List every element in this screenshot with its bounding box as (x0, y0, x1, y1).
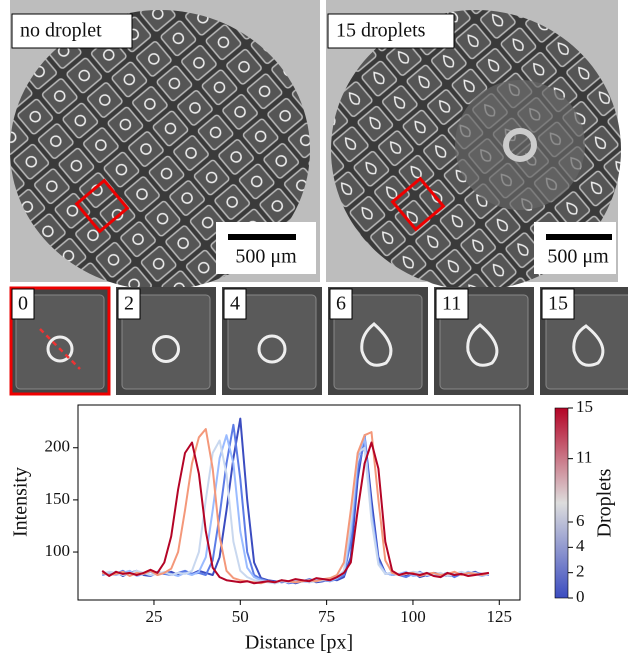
x-tick-label: 75 (318, 607, 335, 626)
colorbar-tick-label: 11 (576, 448, 592, 467)
figure: no droplet 500 μm 15 droplets 500 μm 0 2 4… (0, 0, 628, 656)
x-axis-label: Distance [px] (245, 632, 353, 654)
thumbnail: 11 (434, 287, 534, 395)
series-line (102, 435, 489, 583)
thumbnail: 15 (540, 287, 628, 395)
colorbar-tick-label: 4 (576, 536, 585, 555)
y-axis-label: Intensity (10, 467, 32, 537)
thumbnail-label: 6 (336, 293, 346, 315)
line-chart: Intensity Distance [px] Droplets 25 50 75 1… (10, 397, 616, 654)
thumbnail: 2 (116, 287, 216, 395)
thumbnail: 6 (328, 287, 428, 395)
thumbnail: 0 (10, 287, 110, 395)
y-tick-label: 100 (45, 541, 71, 560)
image-15-droplets: 15 droplets 500 μm (326, 0, 621, 290)
series-line (102, 419, 489, 584)
x-tick-label: 25 (145, 607, 162, 626)
x-tick-label: 100 (400, 607, 426, 626)
colorbar (555, 408, 568, 598)
image-label: 15 droplets (336, 20, 426, 42)
x-tick-label: 50 (232, 607, 249, 626)
thumbnail-label: 4 (230, 293, 240, 315)
image-no-droplet: no droplet 500 μm (10, 0, 320, 290)
thumbnail: 4 (222, 287, 322, 395)
colorbar-tick-label: 6 (576, 511, 585, 530)
thumbnail-label: 0 (18, 293, 28, 315)
scale-bar-label: 500 μm (235, 246, 297, 268)
image-label: no droplet (20, 20, 102, 42)
thumbnail-label: 2 (124, 293, 134, 315)
thumbnail-label: 11 (442, 293, 461, 315)
scale-bar-label: 500 μm (547, 246, 609, 268)
series-line (102, 443, 489, 584)
colorbar-tick-label: 2 (576, 562, 585, 581)
colorbar-tick-label: 0 (576, 587, 585, 606)
y-tick-label: 200 (45, 437, 71, 456)
series-line (102, 429, 489, 583)
plot-frame (78, 405, 520, 600)
series-line (102, 425, 489, 584)
series-line (102, 441, 489, 584)
colorbar-tick-label: 15 (576, 397, 593, 416)
thumbnail-row: 0 2 4 6 11 15 (10, 287, 628, 395)
x-tick-label: 125 (487, 607, 513, 626)
colorbar-label: Droplets (594, 468, 616, 537)
thumbnail-label: 15 (548, 293, 568, 315)
y-tick-label: 150 (45, 489, 71, 508)
